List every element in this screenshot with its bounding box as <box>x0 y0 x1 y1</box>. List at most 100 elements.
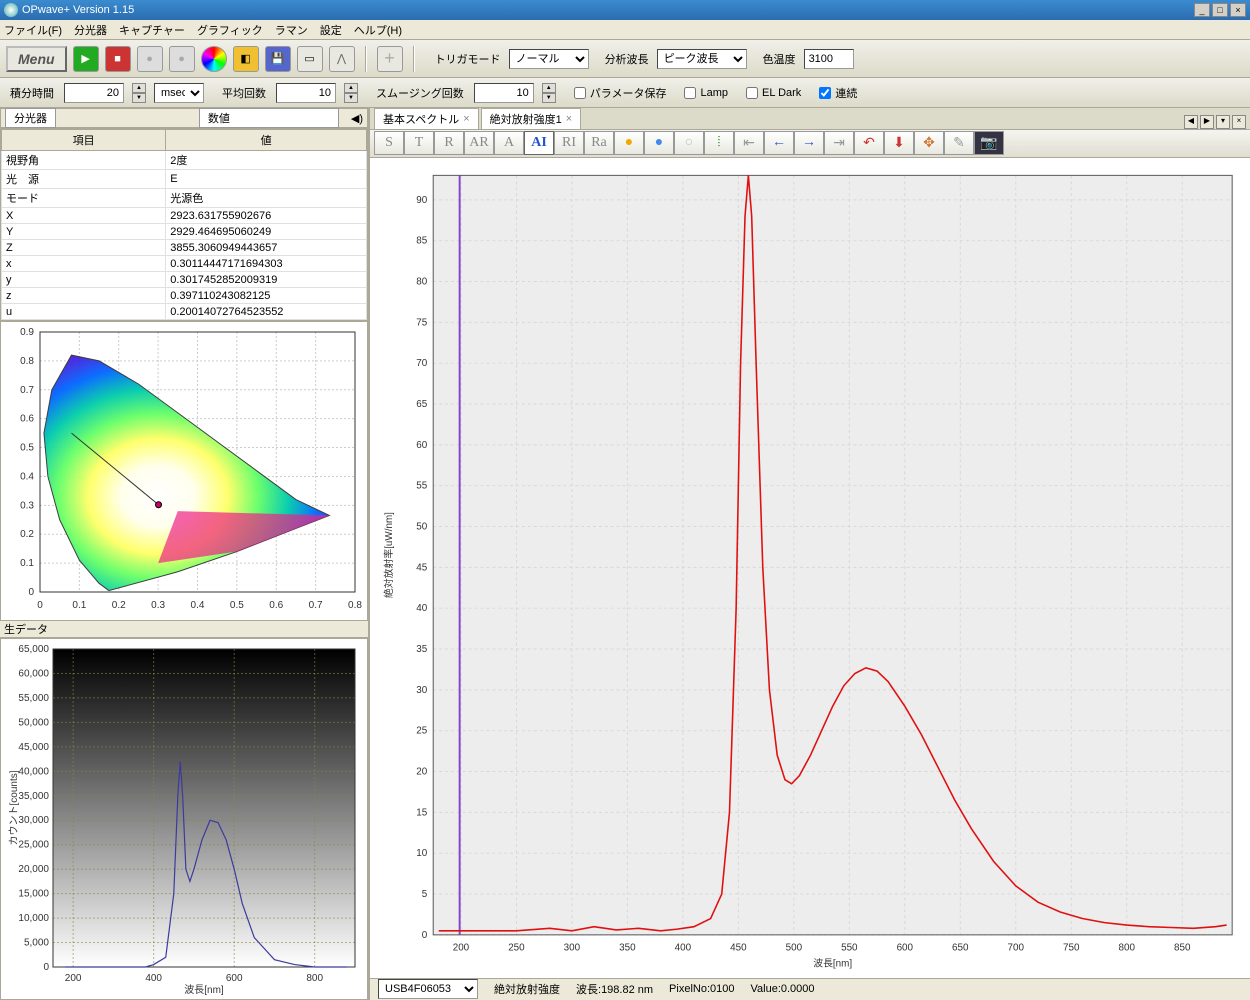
data-table-wrap[interactable]: 項目 値 視野角2度光 源Eモード光源色X2923.631755902676Y2… <box>0 128 368 321</box>
table-row[interactable]: Y2929.464695060249 <box>2 224 367 240</box>
ct-Ra[interactable]: Ra <box>584 131 614 155</box>
minimize-button[interactable]: _ <box>1194 3 1210 17</box>
trigger-select[interactable]: ノーマル <box>509 49 589 69</box>
peak-icon[interactable]: ⋀ <box>329 46 355 72</box>
color-wheel-icon[interactable] <box>201 46 227 72</box>
cie-chart: 00.10.20.30.40.50.60.70.800.10.20.30.40.… <box>5 326 363 614</box>
tab-basic-spectrum[interactable]: 基本スペクトル× <box>374 108 479 129</box>
bulb-yellow-icon[interactable]: ● <box>614 131 644 155</box>
ct-S[interactable]: S <box>374 131 404 155</box>
ct-A[interactable]: A <box>494 131 524 155</box>
svg-text:550: 550 <box>841 942 858 953</box>
chk-lamp[interactable]: Lamp <box>684 87 728 99</box>
smooth-label: スムージング回数 <box>376 85 464 101</box>
tab-spectrometer[interactable]: 分光器 <box>5 108 56 128</box>
svg-text:0.6: 0.6 <box>20 413 34 424</box>
svg-text:700: 700 <box>1008 942 1025 953</box>
svg-text:55: 55 <box>416 480 427 491</box>
marker-down-icon[interactable]: ⬇ <box>884 131 914 155</box>
svg-text:0.2: 0.2 <box>112 600 126 611</box>
table-row[interactable]: u0.20014072764523552 <box>2 304 367 320</box>
table-row[interactable]: X2923.631755902676 <box>2 208 367 224</box>
expand-icon[interactable]: ✥ <box>914 131 944 155</box>
table-row[interactable]: z0.397110243082125 <box>2 288 367 304</box>
tab-nav-list[interactable]: ▾ <box>1216 115 1230 129</box>
analysis-select[interactable]: ピーク波長 <box>657 49 747 69</box>
main-chart-area: 2002503003504004505005506006507007508008… <box>370 158 1250 978</box>
bulb-off-icon[interactable]: ○ <box>674 131 704 155</box>
svg-text:0.7: 0.7 <box>309 600 323 611</box>
edit-icon[interactable]: ✎ <box>944 131 974 155</box>
close-button[interactable]: × <box>1230 3 1246 17</box>
tab-nav-close[interactable]: × <box>1232 115 1246 129</box>
table-row[interactable]: モード光源色 <box>2 189 367 208</box>
table-row[interactable]: 視野角2度 <box>2 151 367 170</box>
table-row[interactable]: Z3855.3060949443657 <box>2 240 367 256</box>
int-time-input[interactable] <box>64 83 124 103</box>
chk-continuous[interactable]: 連続 <box>819 85 857 101</box>
ct-AR[interactable]: AR <box>464 131 494 155</box>
ct-RI[interactable]: RI <box>554 131 584 155</box>
svg-text:800: 800 <box>306 973 323 984</box>
tab-nav-next[interactable]: ▶ <box>1200 115 1214 129</box>
int-time-unit[interactable]: msec <box>154 83 204 103</box>
table-row[interactable]: 光 源E <box>2 170 367 189</box>
device-select[interactable]: USB4F06053 <box>378 979 478 999</box>
ct-AI[interactable]: AI <box>524 131 554 155</box>
avg-spinner[interactable]: ▲▼ <box>344 83 358 103</box>
close-icon[interactable]: × <box>566 113 572 125</box>
svg-text:0.5: 0.5 <box>20 442 34 453</box>
close-icon[interactable]: × <box>463 113 469 125</box>
table-row[interactable]: y0.3017452852009319 <box>2 272 367 288</box>
ct-T[interactable]: T <box>404 131 434 155</box>
play-icon[interactable]: ▶ <box>73 46 99 72</box>
undo-icon[interactable]: ↶ <box>854 131 884 155</box>
maximize-button[interactable]: □ <box>1212 3 1228 17</box>
status-wave: 波長:198.82 nm <box>576 981 653 997</box>
svg-text:450: 450 <box>730 942 747 953</box>
menu-file[interactable]: ファイル(F) <box>4 22 62 38</box>
nav-next-icon[interactable]: → <box>794 131 824 155</box>
menu-raman[interactable]: ラマン <box>275 22 308 38</box>
chk-param-save[interactable]: パラメータ保存 <box>574 85 667 101</box>
tab-abs-radiance[interactable]: 絶対放射強度1× <box>481 108 582 129</box>
right-panel: 基本スペクトル× 絶対放射強度1× ◀ ▶ ▾ × S T R AR A AI … <box>370 108 1250 1000</box>
raw-data-panel: 20040060080005,00010,00015,00020,00025,0… <box>0 638 368 1000</box>
menu-graphic[interactable]: グラフィック <box>197 22 263 38</box>
menu-settings[interactable]: 設定 <box>320 22 342 38</box>
camera-icon[interactable]: 📷 <box>974 131 1004 155</box>
ruler-icon[interactable]: ⦙ <box>704 131 734 155</box>
stop-icon[interactable]: ■ <box>105 46 131 72</box>
toolbar-params: 積分時間 ▲▼ msec 平均回数 ▲▼ スムージング回数 ▲▼ パラメータ保存… <box>0 78 1250 108</box>
measure-icon[interactable]: ◧ <box>233 46 259 72</box>
nav-prev-icon[interactable]: ← <box>764 131 794 155</box>
tab-nav-prev[interactable]: ◀ <box>1184 115 1198 129</box>
svg-text:300: 300 <box>564 942 581 953</box>
main-chart[interactable]: 2002503003504004505005506006507007508008… <box>376 164 1244 972</box>
add-icon[interactable]: + <box>377 46 403 72</box>
tab-values[interactable]: 数値 <box>199 108 339 128</box>
svg-text:5,000: 5,000 <box>24 938 49 949</box>
smooth-spinner[interactable]: ▲▼ <box>542 83 556 103</box>
int-time-spinner[interactable]: ▲▼ <box>132 83 146 103</box>
svg-text:75: 75 <box>416 317 427 328</box>
save-icon[interactable]: 💾 <box>265 46 291 72</box>
chk-eldark[interactable]: EL Dark <box>746 87 801 99</box>
nav-last-icon[interactable]: ⇥ <box>824 131 854 155</box>
menu-help[interactable]: ヘルプ(H) <box>354 22 402 38</box>
menu-spectrometer[interactable]: 分光器 <box>74 22 107 38</box>
avg-input[interactable] <box>276 83 336 103</box>
nav-first-icon[interactable]: ⇤ <box>734 131 764 155</box>
svg-text:20,000: 20,000 <box>18 864 49 875</box>
menu-button[interactable]: Menu <box>6 46 67 72</box>
ct-R[interactable]: R <box>434 131 464 155</box>
svg-text:0.3: 0.3 <box>20 500 34 511</box>
bulb-blue-icon[interactable]: ● <box>644 131 674 155</box>
colortemp-input[interactable] <box>804 49 854 69</box>
smooth-input[interactable] <box>474 83 534 103</box>
speaker-icon[interactable]: ◀) <box>351 112 363 125</box>
menu-capture[interactable]: キャプチャー <box>119 22 185 38</box>
table-row[interactable]: x0.30114447171694303 <box>2 256 367 272</box>
svg-text:0.8: 0.8 <box>20 356 34 367</box>
display-icon[interactable]: ▭ <box>297 46 323 72</box>
